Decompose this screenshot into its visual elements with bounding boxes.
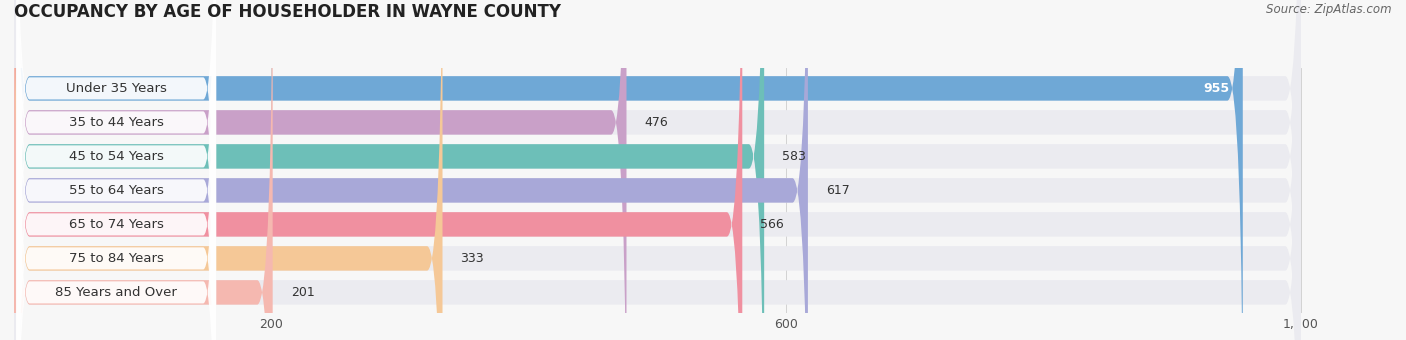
FancyBboxPatch shape (17, 0, 217, 340)
FancyBboxPatch shape (17, 0, 217, 340)
FancyBboxPatch shape (14, 0, 808, 340)
FancyBboxPatch shape (14, 0, 1243, 340)
Text: 333: 333 (461, 252, 484, 265)
FancyBboxPatch shape (14, 0, 1301, 340)
FancyBboxPatch shape (14, 0, 443, 340)
Text: 45 to 54 Years: 45 to 54 Years (69, 150, 163, 163)
Text: Source: ZipAtlas.com: Source: ZipAtlas.com (1267, 3, 1392, 16)
FancyBboxPatch shape (14, 0, 1301, 340)
FancyBboxPatch shape (14, 0, 1301, 340)
FancyBboxPatch shape (14, 0, 742, 340)
FancyBboxPatch shape (17, 0, 217, 340)
Text: 476: 476 (644, 116, 668, 129)
FancyBboxPatch shape (14, 0, 627, 340)
FancyBboxPatch shape (14, 0, 1301, 340)
Text: 55 to 64 Years: 55 to 64 Years (69, 184, 163, 197)
FancyBboxPatch shape (17, 0, 217, 340)
Text: 583: 583 (782, 150, 806, 163)
FancyBboxPatch shape (14, 0, 273, 340)
Text: 201: 201 (291, 286, 315, 299)
FancyBboxPatch shape (14, 0, 1301, 340)
Text: OCCUPANCY BY AGE OF HOUSEHOLDER IN WAYNE COUNTY: OCCUPANCY BY AGE OF HOUSEHOLDER IN WAYNE… (14, 3, 561, 21)
FancyBboxPatch shape (17, 0, 217, 340)
Text: 617: 617 (825, 184, 849, 197)
Text: 75 to 84 Years: 75 to 84 Years (69, 252, 163, 265)
Text: 35 to 44 Years: 35 to 44 Years (69, 116, 163, 129)
FancyBboxPatch shape (14, 0, 1301, 340)
FancyBboxPatch shape (14, 0, 1301, 340)
Text: 955: 955 (1204, 82, 1230, 95)
Text: 85 Years and Over: 85 Years and Over (55, 286, 177, 299)
FancyBboxPatch shape (17, 0, 217, 340)
Text: Under 35 Years: Under 35 Years (66, 82, 167, 95)
FancyBboxPatch shape (17, 0, 217, 340)
FancyBboxPatch shape (14, 0, 765, 340)
Text: 65 to 74 Years: 65 to 74 Years (69, 218, 163, 231)
Text: 566: 566 (761, 218, 785, 231)
